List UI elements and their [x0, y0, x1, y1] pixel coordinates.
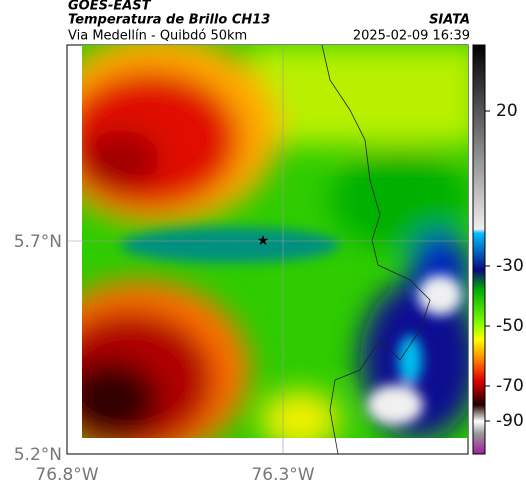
colorbar-tick-label: -70	[496, 376, 524, 396]
x-label: 76.3°W	[251, 465, 314, 485]
agency: SIATA	[429, 13, 470, 28]
product: Temperatura de Brillo CH13	[68, 13, 270, 28]
border	[321, 44, 431, 455]
colorbar-tick-label: 20	[496, 101, 518, 121]
y-label: 5.7°N	[14, 232, 62, 252]
colorbar-tick-label: -50	[496, 316, 524, 336]
x-label: 76.8°W	[35, 465, 98, 485]
region: Via Medellín - Quibdó 50km	[68, 29, 247, 44]
satellite-image	[82, 45, 468, 438]
source: GOES-EAST	[68, 0, 152, 14]
location-marker: ★	[257, 233, 270, 249]
colorbar-tick-label: -90	[496, 411, 524, 431]
colorbar-tick-label: -30	[496, 256, 524, 276]
timestamp: 2025-02-09 16:39	[353, 29, 470, 44]
y-label: 5.2°N	[14, 445, 62, 465]
colorbar	[472, 44, 486, 455]
